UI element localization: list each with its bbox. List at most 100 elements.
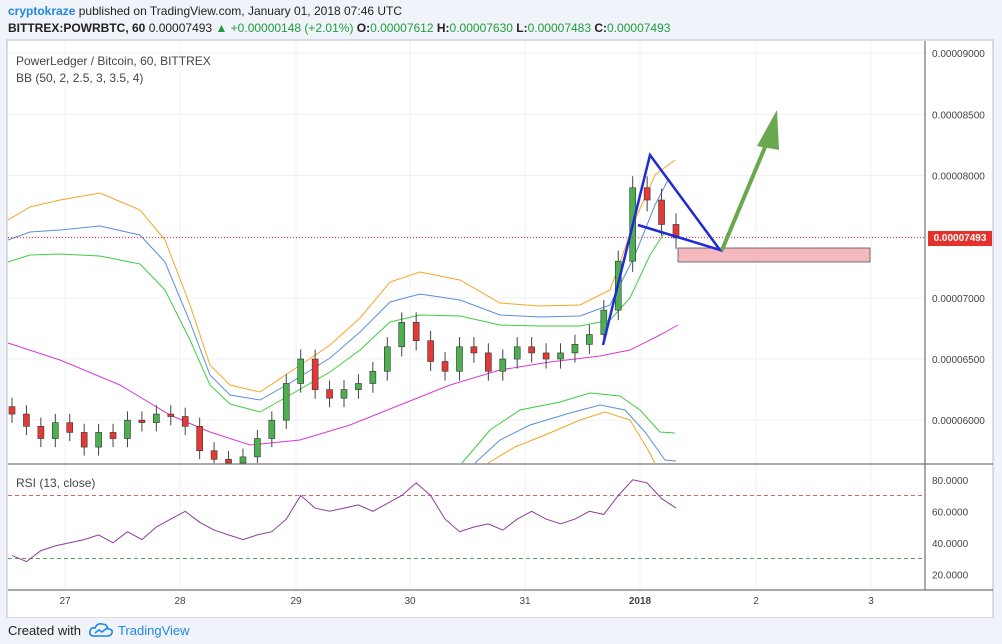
- arrow-head: [757, 110, 779, 150]
- publish-line: cryptokraze published on TradingView.com…: [8, 4, 402, 18]
- candle-body: [210, 450, 218, 460]
- high-value: 0.00007630: [449, 21, 513, 35]
- support-zone: [677, 247, 871, 263]
- axes: 0.000060000.000065000.000070000.00007500…: [8, 41, 993, 607]
- candle-body: [557, 352, 564, 360]
- y-tick-label: 0.00008000: [932, 172, 985, 183]
- x-tick-label: 29: [290, 596, 302, 607]
- x-tick-label: 30: [404, 596, 416, 607]
- rsi-line: [11, 479, 677, 563]
- candle-body: [109, 432, 117, 439]
- candle-body: [167, 413, 175, 417]
- author-link[interactable]: cryptokraze: [8, 4, 76, 18]
- candle-body: [355, 383, 362, 390]
- bb-upper-mid: [7, 179, 669, 401]
- candle-body: [340, 389, 348, 399]
- ohlc-line: BITTREX:POWRBTC, 60 0.00007493 ▲ +0.0000…: [8, 21, 670, 35]
- chart-title: PowerLedger / Bitcoin, 60, BITTREX: [16, 54, 211, 68]
- chart-frame: [6, 39, 994, 619]
- tradingview-cloud-icon[interactable]: [88, 621, 114, 639]
- created-with-text: Created with: [8, 623, 81, 638]
- bb-middle-line: [7, 324, 679, 446]
- rsi-tick-label: 60.0000: [932, 507, 969, 518]
- candle-body: [369, 370, 377, 384]
- candle-body: [297, 358, 304, 384]
- x-tick-label: 31: [519, 596, 531, 607]
- candle-body: [254, 438, 261, 458]
- bb-legend: BB (50, 2, 2.5, 3, 3.5, 4): [16, 71, 144, 85]
- candle-body: [528, 346, 535, 354]
- candle-body: [66, 422, 74, 433]
- candle-body: [225, 459, 232, 464]
- bb-upper-outer: [7, 159, 676, 393]
- symbol-label: BITTREX:POWRBTC, 60: [8, 21, 146, 35]
- candle-body: [138, 419, 146, 423]
- y-tick-label: 0.00007000: [932, 294, 985, 305]
- candle-body: [398, 322, 406, 348]
- bb-lower-mid: [474, 404, 677, 464]
- candle-body: [643, 187, 651, 201]
- candle-body: [80, 432, 88, 448]
- y-tick-label: 0.00008500: [932, 110, 985, 121]
- high-label: H:: [436, 21, 450, 35]
- candle-body: [311, 358, 319, 390]
- candle-body: [8, 406, 16, 415]
- published-text: published on TradingView.com, January 01…: [78, 4, 403, 18]
- x-tick-label: 27: [59, 596, 71, 607]
- candle-body: [37, 426, 45, 439]
- rsi-tick-label: 40.0000: [932, 539, 969, 550]
- rsi-legend: RSI (13, close): [16, 476, 96, 490]
- change-value: +0.00000148 (+2.01%): [230, 21, 354, 35]
- candle-body: [268, 419, 276, 439]
- candle-body: [456, 346, 463, 372]
- candle-body: [600, 309, 608, 335]
- candle-body: [95, 432, 102, 448]
- up-triangle-icon: ▲: [215, 21, 228, 35]
- open-label: O:: [356, 21, 371, 35]
- candle-body: [52, 422, 59, 439]
- y-tick-label: 0.00009000: [932, 49, 985, 60]
- x-tick-label: 3: [868, 596, 874, 607]
- candle-body: [441, 361, 449, 372]
- candle-body: [412, 322, 420, 341]
- low-value: 0.00007483: [527, 21, 592, 35]
- candle-body: [499, 358, 507, 372]
- candle-body: [384, 346, 391, 372]
- candle-body: [470, 346, 478, 354]
- candle-body: [586, 334, 593, 345]
- header-bar: cryptokraze published on TradingView.com…: [0, 0, 1002, 40]
- low-label: L:: [516, 21, 528, 35]
- x-tick-label: 28: [174, 596, 186, 607]
- pennant-pattern: [601, 152, 724, 346]
- close-value: 0.00007493: [607, 21, 671, 35]
- tradingview-brand[interactable]: TradingView: [118, 623, 190, 638]
- footer-bar: Created with TradingView: [0, 618, 1002, 644]
- candle-body: [239, 456, 247, 464]
- y-tick-label: 0.00006500: [932, 355, 985, 366]
- y-tick-label: 0.00006000: [932, 416, 985, 427]
- x-tick-label: 2018: [629, 596, 652, 607]
- rsi-tick-label: 20.0000: [932, 570, 969, 581]
- close-label: C:: [594, 21, 608, 35]
- candle-body: [571, 344, 579, 354]
- price-pane: [7, 110, 925, 464]
- candle-body: [658, 199, 665, 225]
- arrow-shaft: [720, 139, 770, 251]
- candle-body: [427, 340, 434, 362]
- grid: [8, 41, 925, 590]
- candle-body: [23, 413, 30, 427]
- candle-body: [542, 352, 550, 360]
- rsi-tick-label: 80.0000: [932, 476, 969, 487]
- candle-body: [196, 426, 203, 452]
- rsi-pane: [8, 479, 925, 563]
- x-tick-label: 2: [753, 596, 759, 607]
- candle-body: [282, 383, 290, 421]
- candle-body: [124, 419, 131, 439]
- open-value: 0.00007612: [370, 21, 434, 35]
- last-price-tag: 0.00007493: [928, 230, 992, 246]
- candle-body: [485, 352, 492, 372]
- bb-lower-outer: [487, 411, 656, 464]
- candle-body: [153, 413, 160, 423]
- bb-upper-inner: [7, 231, 666, 413]
